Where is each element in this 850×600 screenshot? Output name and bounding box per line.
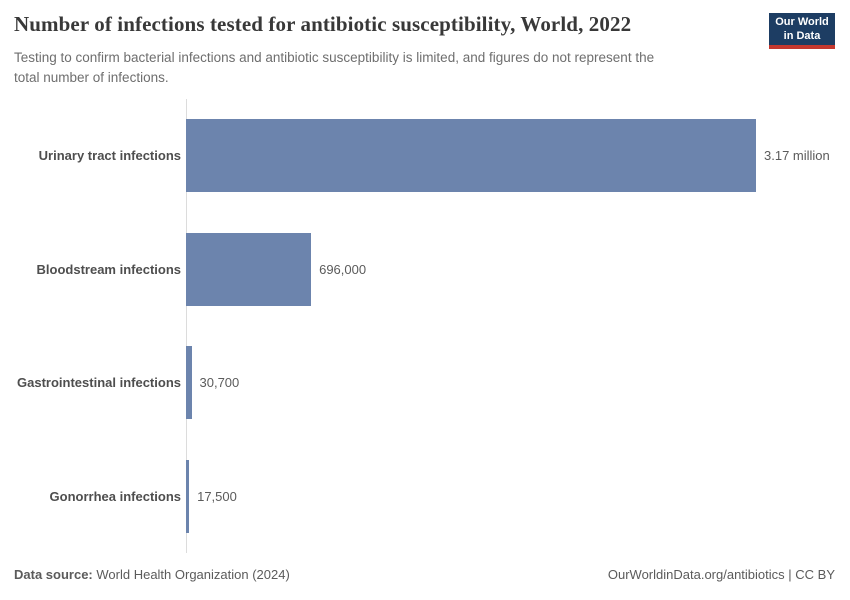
chart-subtitle: Testing to confirm bacterial infections … xyxy=(14,50,655,85)
owid-url-license-link[interactable]: OurWorldinData.org/antibiotics | CC BY xyxy=(607,567,835,582)
value-label-bloodstream-infections: 696,000 xyxy=(319,261,367,277)
value-label-gastrointestinal-infections: 30,700 xyxy=(199,375,240,391)
chart-row-bloodstream-infections: Bloodstream infections 696,000 xyxy=(0,213,850,327)
data-source-note: Data source: World Health Organization (… xyxy=(14,567,290,582)
owid-logo: Our World in Data xyxy=(769,13,835,49)
bar-track-bloodstream-infections: 696,000 xyxy=(186,213,366,327)
value-label-urinary-tract-infections: 3.17 million xyxy=(764,148,830,164)
category-label-gastrointestinal-infections: Gastrointestinal infections xyxy=(17,375,181,391)
bar-bloodstream-infections[interactable] xyxy=(186,232,312,306)
value-label-gonorrhea-infections: 17,500 xyxy=(197,488,237,504)
data-source-value: World Health Organization (2024) xyxy=(96,567,290,582)
chart-row-gonorrhea-infections: Gonorrhea infections 17,500 xyxy=(0,440,850,554)
category-label-urinary-tract-infections: Urinary tract infections xyxy=(38,148,181,164)
chart-row-urinary-tract-infections: Urinary tract infections 3.17 million xyxy=(0,99,850,213)
bar-urinary-tract-infections[interactable] xyxy=(186,119,756,193)
bar-track-urinary-tract-infections: 3.17 million xyxy=(186,99,830,213)
category-label-bloodstream-infections: Bloodstream infections xyxy=(36,261,181,277)
chart-footer: Data source: World Health Organization (… xyxy=(14,567,835,582)
category-label-gonorrhea-infections: Gonorrhea infections xyxy=(49,488,181,504)
chart-title: Number of infections tested for antibiot… xyxy=(14,12,632,36)
owid-logo-line1: Our World xyxy=(775,16,829,28)
owid-logo-line2: in Data xyxy=(783,30,821,42)
bar-gonorrhea-infections[interactable] xyxy=(186,459,190,533)
bar-chart: Urinary tract infections 3.17 million Bloo… xyxy=(0,99,850,553)
data-source-label: Data source: xyxy=(14,567,93,582)
bar-gastrointestinal-infections[interactable] xyxy=(186,346,192,420)
chart-row-gastrointestinal-infections: Gastrointestinal infections 30,700 xyxy=(0,326,850,440)
bar-track-gonorrhea-infections: 17,500 xyxy=(186,440,237,554)
bar-track-gastrointestinal-infections: 30,700 xyxy=(186,326,239,440)
y-axis-line xyxy=(186,99,187,553)
